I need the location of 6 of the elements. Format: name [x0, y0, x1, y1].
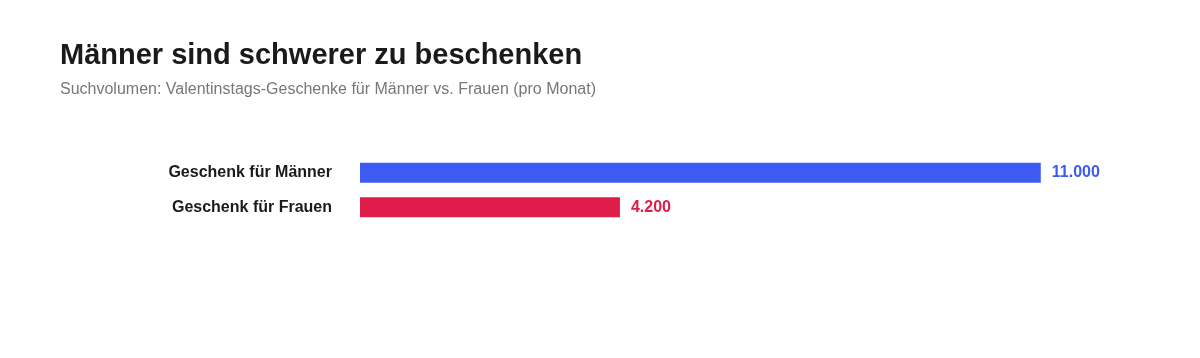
- data-label: 4.200: [630, 197, 672, 215]
- chart-subtitle: Suchvolumen: Valentinstags-Geschenke für Männer vs. Frauen (pro Monat): [60, 80, 596, 98]
- data-label: 11.000: [1051, 163, 1100, 181]
- y-tick-label: Geschenk für Männer: [168, 163, 332, 181]
- y-tick-label: Geschenk für Frauen: [171, 197, 332, 215]
- chart-title: Männer sind schwerer zu beschenken: [60, 38, 583, 71]
